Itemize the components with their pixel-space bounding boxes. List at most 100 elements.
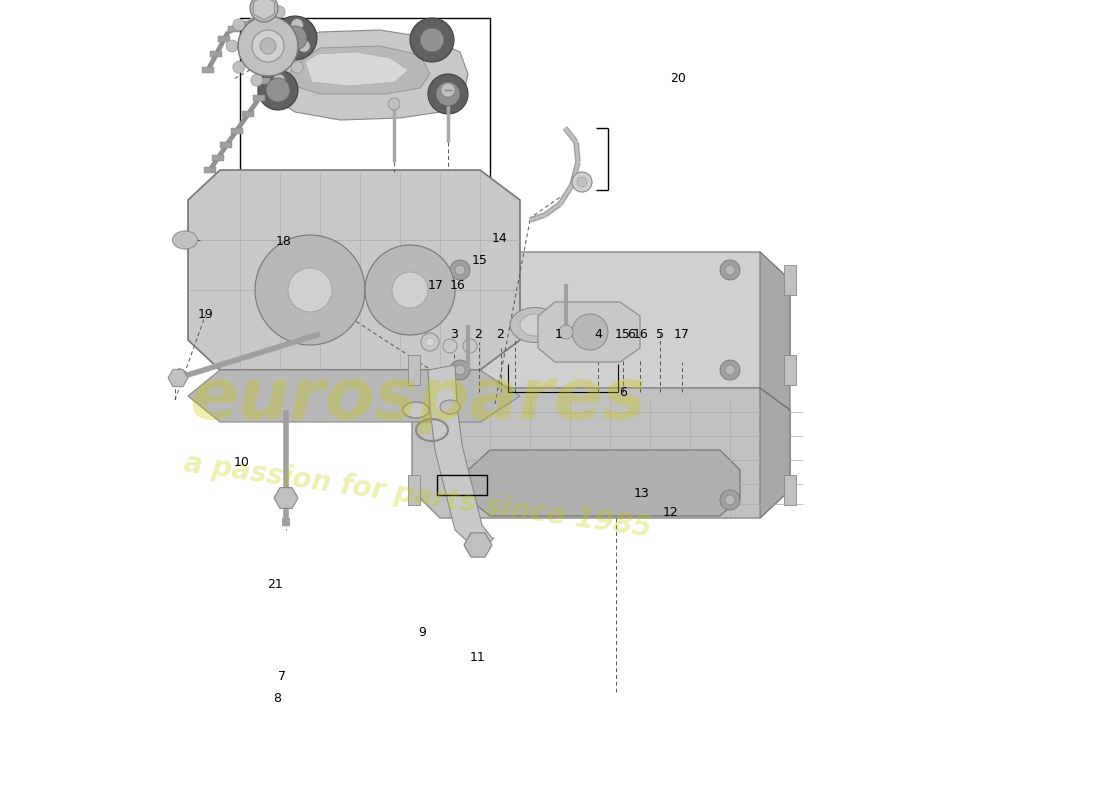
Circle shape — [266, 78, 290, 102]
Circle shape — [251, 74, 263, 86]
Bar — [202, 67, 215, 73]
Text: 21: 21 — [267, 578, 283, 590]
Circle shape — [298, 40, 310, 52]
Bar — [240, 22, 252, 27]
Circle shape — [255, 235, 365, 345]
Bar — [219, 36, 231, 42]
Text: 2: 2 — [496, 328, 505, 341]
Bar — [253, 94, 265, 101]
Text: 3: 3 — [450, 328, 459, 341]
Circle shape — [233, 19, 245, 31]
Circle shape — [292, 19, 304, 31]
Text: 5: 5 — [656, 328, 664, 341]
Circle shape — [455, 495, 465, 505]
Polygon shape — [290, 46, 430, 94]
Ellipse shape — [520, 314, 550, 336]
Circle shape — [572, 314, 608, 350]
Bar — [408, 475, 420, 505]
Polygon shape — [412, 388, 790, 518]
Text: eurospares: eurospares — [189, 366, 647, 434]
Polygon shape — [188, 370, 520, 422]
Text: 7: 7 — [277, 670, 286, 682]
Circle shape — [420, 28, 444, 52]
Circle shape — [410, 18, 454, 62]
Polygon shape — [274, 488, 298, 508]
Bar — [408, 265, 420, 295]
Bar — [250, 18, 262, 23]
Bar — [437, 475, 487, 495]
Bar — [261, 26, 273, 32]
Circle shape — [450, 260, 470, 280]
Polygon shape — [168, 370, 188, 386]
Circle shape — [421, 333, 439, 351]
Text: 12: 12 — [663, 506, 679, 518]
Circle shape — [720, 490, 740, 510]
Text: 8: 8 — [273, 692, 282, 705]
Circle shape — [725, 365, 735, 375]
Text: 9: 9 — [418, 626, 427, 638]
Bar — [255, 22, 267, 28]
Circle shape — [559, 325, 573, 339]
Circle shape — [288, 268, 332, 312]
Bar — [263, 48, 275, 54]
Circle shape — [450, 360, 470, 380]
Text: 17: 17 — [428, 279, 443, 292]
Ellipse shape — [440, 400, 460, 414]
Circle shape — [292, 61, 304, 73]
Bar — [263, 62, 275, 68]
Circle shape — [725, 265, 735, 275]
Polygon shape — [305, 52, 408, 86]
Text: a passion for parts since 1985: a passion for parts since 1985 — [183, 450, 653, 542]
Polygon shape — [412, 252, 790, 388]
Circle shape — [455, 265, 465, 275]
Circle shape — [443, 339, 456, 353]
Text: 17: 17 — [674, 328, 690, 341]
Bar — [408, 355, 420, 385]
Text: 20: 20 — [670, 72, 685, 85]
Ellipse shape — [173, 231, 198, 249]
Text: 2: 2 — [474, 328, 483, 341]
Bar — [229, 26, 241, 32]
Text: 6: 6 — [627, 328, 636, 341]
Bar — [263, 36, 275, 42]
Text: 19: 19 — [198, 308, 213, 321]
Bar — [212, 154, 224, 161]
Ellipse shape — [403, 402, 429, 418]
Bar — [784, 355, 796, 385]
Bar — [231, 127, 243, 134]
Polygon shape — [538, 302, 640, 362]
Bar — [242, 111, 254, 117]
Bar — [784, 265, 796, 295]
Circle shape — [720, 360, 740, 380]
Bar — [210, 51, 222, 58]
Circle shape — [260, 38, 276, 54]
Text: 15: 15 — [615, 328, 630, 341]
Polygon shape — [468, 450, 740, 516]
Text: 1: 1 — [554, 328, 563, 341]
Circle shape — [252, 30, 284, 62]
Circle shape — [388, 98, 400, 110]
Circle shape — [392, 272, 428, 308]
Polygon shape — [254, 0, 274, 20]
Circle shape — [436, 82, 460, 106]
Polygon shape — [464, 533, 492, 557]
Ellipse shape — [510, 307, 560, 342]
Circle shape — [426, 338, 434, 346]
Circle shape — [233, 61, 245, 73]
Circle shape — [720, 260, 740, 280]
Bar — [240, 18, 490, 190]
Circle shape — [238, 16, 298, 76]
Text: 18: 18 — [276, 235, 292, 248]
Polygon shape — [262, 30, 468, 120]
Circle shape — [450, 490, 470, 510]
Circle shape — [365, 245, 455, 335]
Circle shape — [273, 74, 285, 86]
Text: 11: 11 — [470, 651, 485, 664]
Bar — [204, 167, 216, 173]
Text: 16: 16 — [450, 279, 465, 292]
Bar — [257, 78, 270, 84]
Polygon shape — [428, 365, 494, 542]
Circle shape — [572, 172, 592, 192]
Text: 10: 10 — [234, 456, 250, 469]
Circle shape — [273, 6, 285, 18]
